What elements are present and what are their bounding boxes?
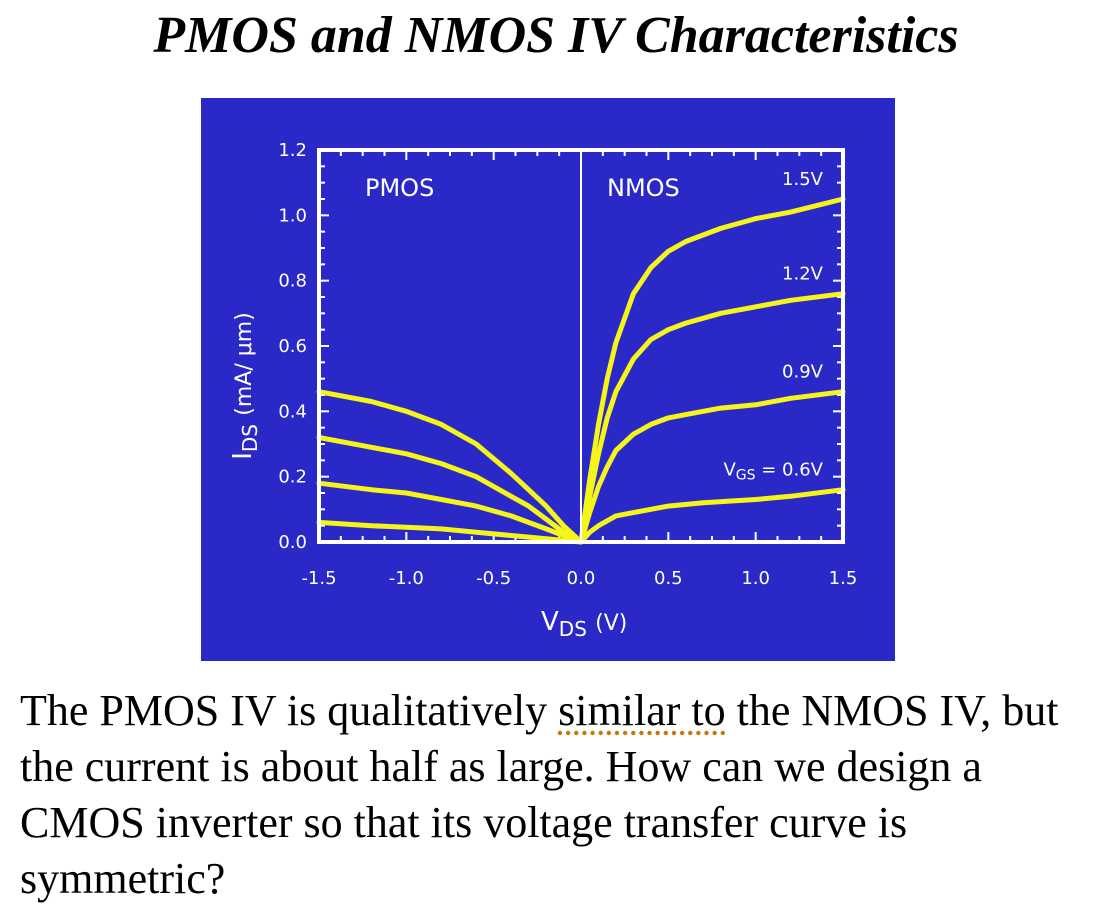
curve-label: 1.5V: [782, 169, 824, 190]
region-label-nmos: NMOS: [607, 174, 680, 202]
chart-panel: -1.5 -1.0 -0.5 0.0 0.5 1.0 1.5 0.0 0.2 0.4 0.6 0.8 1…: [201, 98, 895, 661]
curve-label: 1.2V: [782, 264, 824, 285]
curve-1-2v: [578, 291, 846, 545]
y-tick-label: 0.8: [278, 271, 307, 292]
paragraph-underlined-phrase: similar to: [558, 686, 726, 735]
y-axis-label: IDS (mA/ μm): [228, 312, 262, 460]
y-tick-label: 0.0: [278, 532, 307, 553]
y-tick-label: 0.4: [278, 401, 307, 422]
x-tick-label: 1.5: [829, 568, 858, 589]
paragraph-text-1: The PMOS IV is qualitatively: [20, 686, 559, 735]
x-tick-label: 0.5: [654, 568, 683, 589]
curve-vgs-0-6v: [578, 487, 846, 545]
curve-pmos-4: [316, 519, 584, 545]
y-tick-label: 1.2: [278, 140, 307, 161]
slide-title: PMOS and NMOS IV Characteristics: [153, 7, 959, 64]
x-tick-label: 1.0: [741, 568, 770, 589]
curve-label: VGS = 0.6V: [723, 460, 823, 484]
x-tick-label: 0.0: [567, 568, 596, 589]
curve-pmos-1: [316, 389, 584, 545]
y-tick-label: 0.6: [278, 336, 307, 357]
curve-1-5v: [578, 196, 846, 545]
y-tick-label: 0.2: [278, 467, 307, 488]
body-paragraph: The PMOS IV is qualitatively similar to …: [20, 683, 1105, 907]
x-tick-label: -0.5: [476, 568, 511, 589]
x-axis-label: VDS (V): [541, 607, 627, 641]
curve-0-9v: [578, 389, 846, 545]
paragraph-text-2: the NMOS IV, but the current is about ha…: [20, 686, 1059, 903]
curve-pmos-2: [316, 435, 584, 545]
curve-pmos-3: [316, 480, 584, 545]
curve-label: 0.9V: [782, 362, 824, 383]
region-label-pmos: PMOS: [365, 174, 434, 202]
y-tick-label: 1.0: [278, 205, 307, 226]
x-tick-label: -1.5: [301, 568, 336, 589]
x-tick-label: -1.0: [389, 568, 424, 589]
iv-chart: -1.5 -1.0 -0.5 0.0 0.5 1.0 1.5 0.0 0.2 0.4 0.6 0.8 1…: [228, 140, 858, 641]
